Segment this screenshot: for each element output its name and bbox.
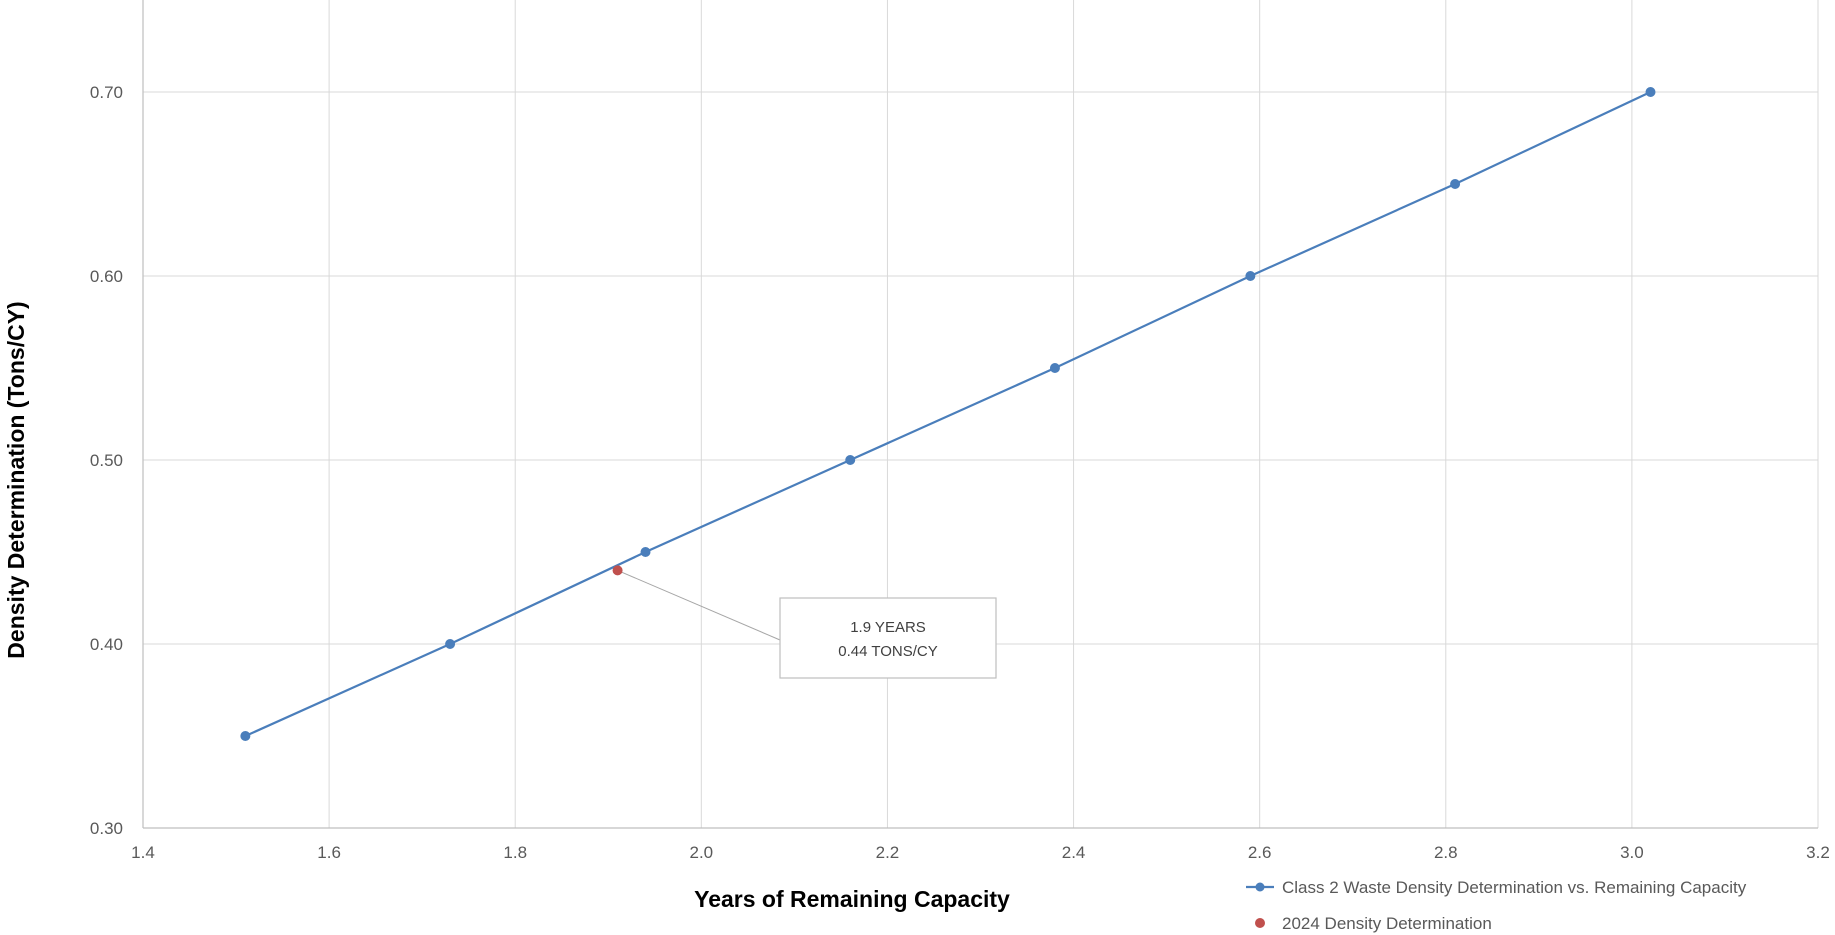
- annotation-box: [779, 597, 997, 679]
- grid: [143, 0, 1819, 828]
- annotation-years: 1.9 YEARS: [850, 619, 926, 636]
- x-tick-label: 2.2: [876, 843, 900, 862]
- x-tick-label: 1.8: [503, 843, 527, 862]
- y-tick-label: 0.40: [90, 635, 123, 654]
- series-1-point: [845, 455, 856, 465]
- series-1-point: [1450, 179, 1461, 189]
- x-tick-label: 1.6: [317, 843, 341, 862]
- y-tick-label: 0.60: [90, 267, 123, 286]
- series-1-point: [1645, 87, 1656, 97]
- x-tick-label: 2.0: [690, 843, 714, 862]
- x-tick-label: 2.8: [1434, 843, 1458, 862]
- series-1-point: [1245, 271, 1256, 281]
- axes: [142, 0, 1818, 829]
- series-layer: [240, 87, 1656, 741]
- x-tick-label: 2.4: [1062, 843, 1086, 862]
- series-1-line: [244, 91, 1651, 738]
- x-tick-label: 2.6: [1248, 843, 1272, 862]
- legend-label-series-1: Class 2 Waste Density Determination vs. …: [1282, 878, 1747, 897]
- annotation-density: 0.44 TONS/CY: [838, 643, 938, 660]
- y-tick-label: 0.30: [90, 819, 123, 838]
- legend-point-marker: [1255, 918, 1265, 928]
- series-1-point: [640, 547, 651, 557]
- series-1-point: [1049, 363, 1060, 373]
- tick-labels: 1.4 1.6 1.8 2.0 2.2 2.4 2.6 2.8 3.0 3.2 0.30 0.40 0.…: [90, 83, 1830, 862]
- annotation: 1.9 YEARS 0.44 TONS/CY: [617, 569, 997, 679]
- y-axis-title: Density Determination (Tons/CY): [3, 301, 29, 658]
- series-1-point: [445, 639, 456, 649]
- x-tick-label: 3.2: [1806, 843, 1830, 862]
- series-2-point: [612, 565, 623, 576]
- y-tick-label: 0.70: [90, 83, 123, 102]
- annotation-leader-line: [617, 569, 781, 641]
- legend: Class 2 Waste Density Determination vs. …: [1246, 878, 1747, 933]
- legend-line-marker: [1255, 882, 1265, 892]
- legend-label-series-2: 2024 Density Determination: [1282, 914, 1492, 933]
- x-tick-label: 1.4: [131, 843, 155, 862]
- series-1-point: [240, 731, 251, 741]
- x-tick-label: 3.0: [1620, 843, 1644, 862]
- y-tick-label: 0.50: [90, 451, 123, 470]
- x-axis-title: Years of Remaining Capacity: [694, 886, 1010, 912]
